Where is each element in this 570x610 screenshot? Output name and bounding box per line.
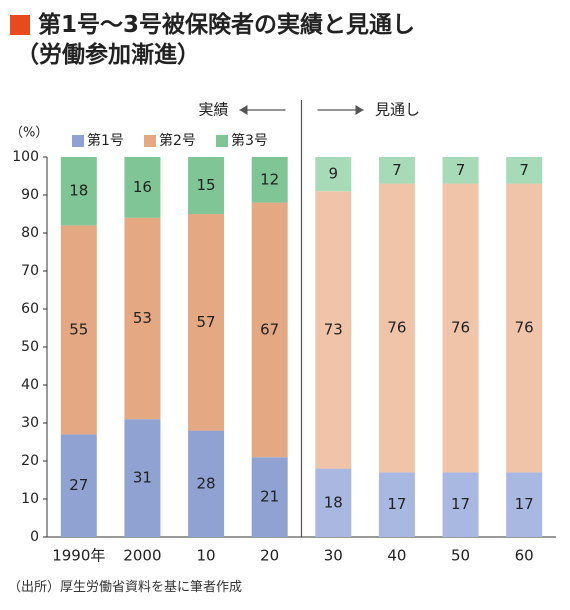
bar-value-label: 7 <box>519 161 529 179</box>
bar-value-label: 76 <box>387 319 406 337</box>
bar-value-label: 67 <box>260 320 279 338</box>
bar-value-label: 57 <box>197 313 216 331</box>
y-tick-label: 80 <box>21 225 39 241</box>
bar-segment-series3 <box>124 157 161 218</box>
bar-value-label: 7 <box>456 161 466 179</box>
legend-swatch-2 <box>144 135 156 147</box>
y-tick-label: 100 <box>12 149 39 165</box>
y-tick-label: 10 <box>21 491 39 507</box>
bar-segment-series2 <box>442 183 479 473</box>
bar-value-label: 9 <box>329 165 339 183</box>
bar-segment-series2 <box>124 217 161 420</box>
x-tick-label: 2000 <box>123 547 161 565</box>
bar-segment-series2 <box>251 202 288 458</box>
y-tick-label: 60 <box>21 301 39 317</box>
arrow-projection-head <box>355 105 364 115</box>
y-tick-label: 30 <box>21 415 39 431</box>
legend-swatch-1 <box>72 135 84 147</box>
bar-segment-series1 <box>251 457 288 537</box>
bar-segment-series3 <box>506 157 543 184</box>
bar-segment-series1 <box>188 430 225 537</box>
annotation-actual: 実績 <box>198 101 228 119</box>
bar-segment-series2 <box>188 214 225 431</box>
bar-segment-series2 <box>506 183 543 473</box>
bar-segment-series3 <box>188 157 225 214</box>
bar-value-label: 12 <box>260 170 279 188</box>
bar-value-label: 73 <box>324 320 343 338</box>
bar-value-label: 21 <box>260 488 279 506</box>
bar-value-label: 76 <box>451 319 470 337</box>
bar-segment-series1 <box>124 419 161 537</box>
bar-value-label: 17 <box>387 495 406 513</box>
bar-segment-series2 <box>378 183 415 473</box>
legend-label-2: 第2号 <box>159 132 196 149</box>
y-tick-label: 50 <box>21 339 39 355</box>
bar-segment-series3 <box>251 157 288 203</box>
y-tick-label: 90 <box>21 187 39 203</box>
bar-value-label: 7 <box>392 161 402 179</box>
bar-value-label: 76 <box>515 319 534 337</box>
bar-value-label: 53 <box>133 309 152 327</box>
bar-segment-series3 <box>60 157 97 226</box>
x-tick-label: 10 <box>197 547 216 565</box>
bar-segment-series1 <box>442 472 479 537</box>
bar-value-label: 18 <box>69 182 88 200</box>
bar-value-label: 16 <box>133 178 152 196</box>
bar-segment-series3 <box>315 157 352 192</box>
bar-segment-series1 <box>378 472 415 537</box>
bar-value-label: 18 <box>324 493 343 511</box>
bar-value-label: 27 <box>69 476 88 494</box>
title-block: 第1号～3号被保険者の実績と見通し （労働参加漸進） <box>10 10 560 70</box>
x-tick-label: 50 <box>451 547 470 565</box>
y-tick-label: 0 <box>30 529 39 545</box>
bar-segment-series1 <box>315 468 352 537</box>
bar-value-label: 17 <box>451 495 470 513</box>
legend-swatch-3 <box>216 135 228 147</box>
bar-value-label: 55 <box>69 320 88 338</box>
bar-segment-series2 <box>60 225 97 435</box>
legend-label-1: 第1号 <box>87 132 124 149</box>
bar-segment-series3 <box>378 157 415 184</box>
title-line: 第1号～3号被保険者の実績と見通し <box>10 10 560 40</box>
arrow-actual-head <box>239 105 248 115</box>
bar-value-label: 17 <box>515 495 534 513</box>
bar-value-label: 15 <box>197 176 216 194</box>
bar-segment-series2 <box>315 191 352 469</box>
x-tick-label: 60 <box>515 547 534 565</box>
y-tick-label: 40 <box>21 377 39 393</box>
bar-segment-series1 <box>60 434 97 537</box>
y-axis-unit: （%） <box>10 126 48 141</box>
x-tick-label: 40 <box>387 547 406 565</box>
chart-subtitle: （労働参加漸進） <box>16 42 200 68</box>
bar-segment-series3 <box>442 157 479 184</box>
x-tick-label: 20 <box>260 547 279 565</box>
legend-label-3: 第3号 <box>231 132 268 149</box>
chart-title: 第1号～3号被保険者の実績と見通し <box>38 12 416 38</box>
title-marker <box>10 15 30 35</box>
bar-value-label: 28 <box>197 474 216 492</box>
y-tick-label: 70 <box>21 263 39 279</box>
x-tick-label: 1990年 <box>52 547 105 565</box>
bar-segment-series1 <box>506 472 543 537</box>
source-note: （出所）厚生労働省資料を基に筆者作成 <box>8 580 243 595</box>
y-tick-label: 20 <box>21 453 39 469</box>
annotation-projection: 見通し <box>375 101 420 119</box>
bar-value-label: 31 <box>133 469 152 487</box>
x-tick-label: 30 <box>324 547 343 565</box>
